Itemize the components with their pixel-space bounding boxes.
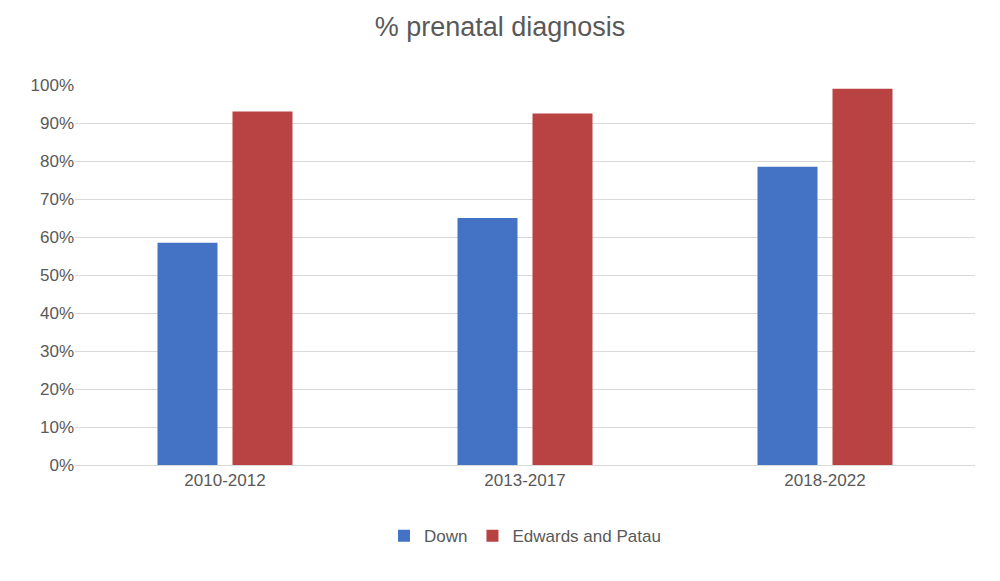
svg-text:2013-2017: 2013-2017	[484, 471, 565, 490]
svg-text:Edwards and Patau: Edwards and Patau	[512, 527, 660, 546]
svg-text:50%: 50%	[40, 266, 74, 285]
svg-text:0%: 0%	[49, 456, 74, 475]
svg-text:40%: 40%	[40, 304, 74, 323]
svg-text:70%: 70%	[40, 190, 74, 209]
svg-text:2010-2012: 2010-2012	[184, 471, 265, 490]
svg-text:100%: 100%	[31, 76, 74, 95]
svg-text:% prenatal diagnosis: % prenatal diagnosis	[375, 12, 626, 42]
svg-text:2018-2022: 2018-2022	[784, 471, 865, 490]
svg-text:20%: 20%	[40, 380, 74, 399]
svg-text:80%: 80%	[40, 152, 74, 171]
svg-text:30%: 30%	[40, 342, 74, 361]
svg-text:Down: Down	[424, 527, 467, 546]
svg-text:60%: 60%	[40, 228, 74, 247]
svg-text:10%: 10%	[40, 418, 74, 437]
svg-text:90%: 90%	[40, 114, 74, 133]
